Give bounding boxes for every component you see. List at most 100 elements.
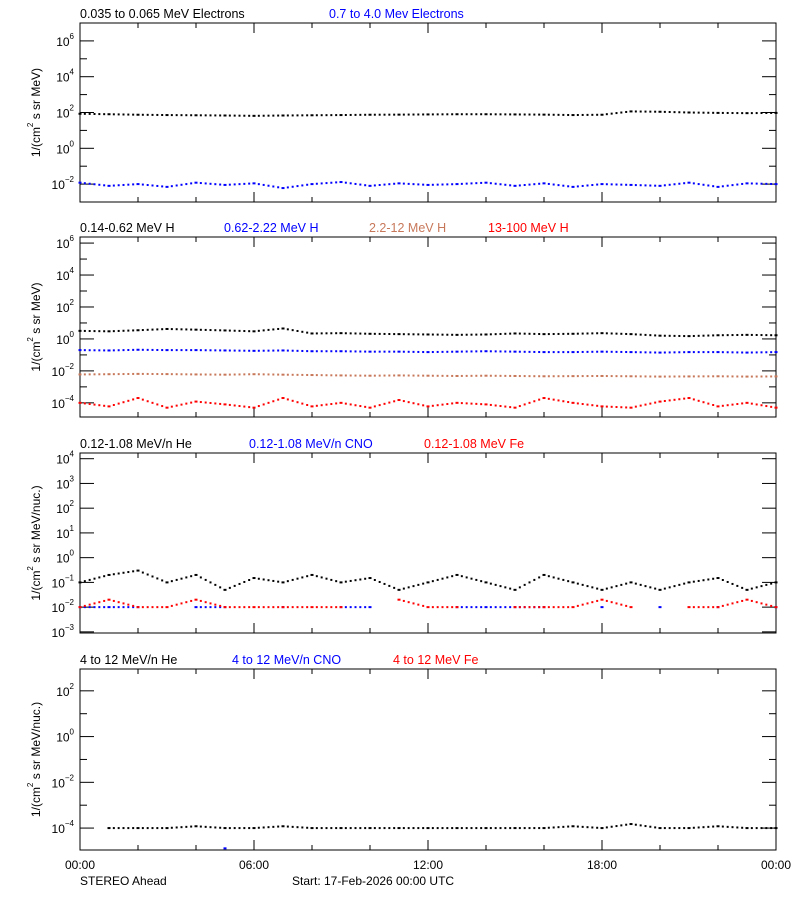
data-point [465, 113, 468, 116]
data-point [422, 582, 425, 585]
data-point [707, 402, 710, 405]
data-point [426, 374, 430, 377]
data-point [625, 375, 628, 378]
data-point [132, 372, 135, 375]
data-point [687, 351, 691, 354]
data-point [668, 399, 671, 402]
data-point [170, 826, 173, 829]
y-tick-label: 100 [56, 728, 74, 745]
data-point [475, 606, 478, 609]
data-point [465, 606, 468, 609]
data-point [388, 333, 391, 336]
data-point [141, 571, 144, 574]
data-point [760, 375, 763, 378]
data-point [663, 399, 666, 402]
data-point [721, 375, 724, 378]
data-point [219, 329, 222, 332]
data-point [658, 110, 662, 113]
data-point [252, 330, 256, 333]
data-point [610, 183, 613, 186]
data-point [388, 401, 391, 404]
data-point [388, 113, 391, 116]
data-point [455, 350, 459, 353]
data-point [378, 350, 381, 353]
data-point [93, 403, 96, 406]
data-point [600, 374, 604, 377]
data-point [180, 114, 183, 117]
data-point [93, 183, 96, 186]
data-point [78, 329, 82, 332]
data-point [504, 113, 507, 116]
data-point [339, 332, 343, 335]
data-point [112, 599, 115, 602]
data-point [199, 825, 202, 828]
data-point [591, 113, 594, 116]
data-point [620, 583, 623, 586]
data-point [417, 583, 420, 586]
data-point [562, 351, 565, 354]
series-points [78, 181, 778, 190]
data-point [349, 579, 352, 582]
data-point [209, 182, 212, 185]
data-point [407, 601, 410, 604]
data-point [605, 826, 608, 829]
panel-4: 102 100 10−2 10−4 1/(cm2 s sr MeV/nuc.) 4 to … [26, 653, 778, 851]
data-point [683, 335, 686, 338]
data-point [596, 587, 599, 590]
data-point [354, 827, 357, 830]
data-point [368, 827, 372, 830]
data-point [726, 111, 729, 114]
data-point [499, 405, 502, 408]
data-point [412, 183, 415, 186]
data-point [489, 606, 492, 609]
data-point [272, 825, 275, 828]
data-point [417, 350, 420, 353]
data-point [107, 606, 111, 609]
data-point [455, 333, 459, 336]
data-point [393, 586, 396, 589]
data-point [480, 606, 483, 609]
data-point [228, 606, 231, 609]
data-point [315, 827, 318, 830]
data-point [547, 182, 550, 185]
data-point [484, 581, 488, 584]
data-point [402, 587, 405, 590]
data-point [117, 601, 120, 604]
data-point [586, 184, 589, 187]
data-point [760, 112, 763, 115]
data-point [707, 606, 710, 609]
data-point [451, 402, 454, 405]
data-point [199, 606, 202, 609]
data-point [272, 373, 275, 376]
data-point [615, 112, 618, 115]
data-point [542, 573, 546, 576]
data-point [214, 606, 217, 609]
data-point [412, 585, 415, 588]
data-point [151, 401, 154, 404]
data-point [707, 111, 710, 114]
data-point [576, 114, 579, 117]
data-point [151, 827, 154, 830]
data-point [383, 183, 386, 186]
data-point [654, 184, 657, 187]
data-point [644, 375, 647, 378]
data-point [629, 333, 633, 336]
data-point [431, 183, 434, 186]
data-point [199, 328, 202, 331]
data-point [238, 329, 241, 332]
data-point [697, 111, 700, 114]
data-point [88, 349, 91, 352]
data-point [470, 350, 473, 353]
data-point [639, 184, 642, 187]
data-point [620, 111, 623, 114]
data-point [745, 375, 749, 378]
data-point [185, 576, 188, 579]
data-point [286, 606, 289, 609]
data-point [634, 823, 637, 826]
data-point [745, 112, 749, 115]
data-point [161, 185, 164, 188]
panel-1: 106 104 102 100 10−2 1/(cm2 s sr MeV) 0.035 to… [26, 7, 778, 203]
data-point [262, 183, 265, 186]
data-point [542, 351, 546, 354]
data-point [455, 183, 459, 186]
